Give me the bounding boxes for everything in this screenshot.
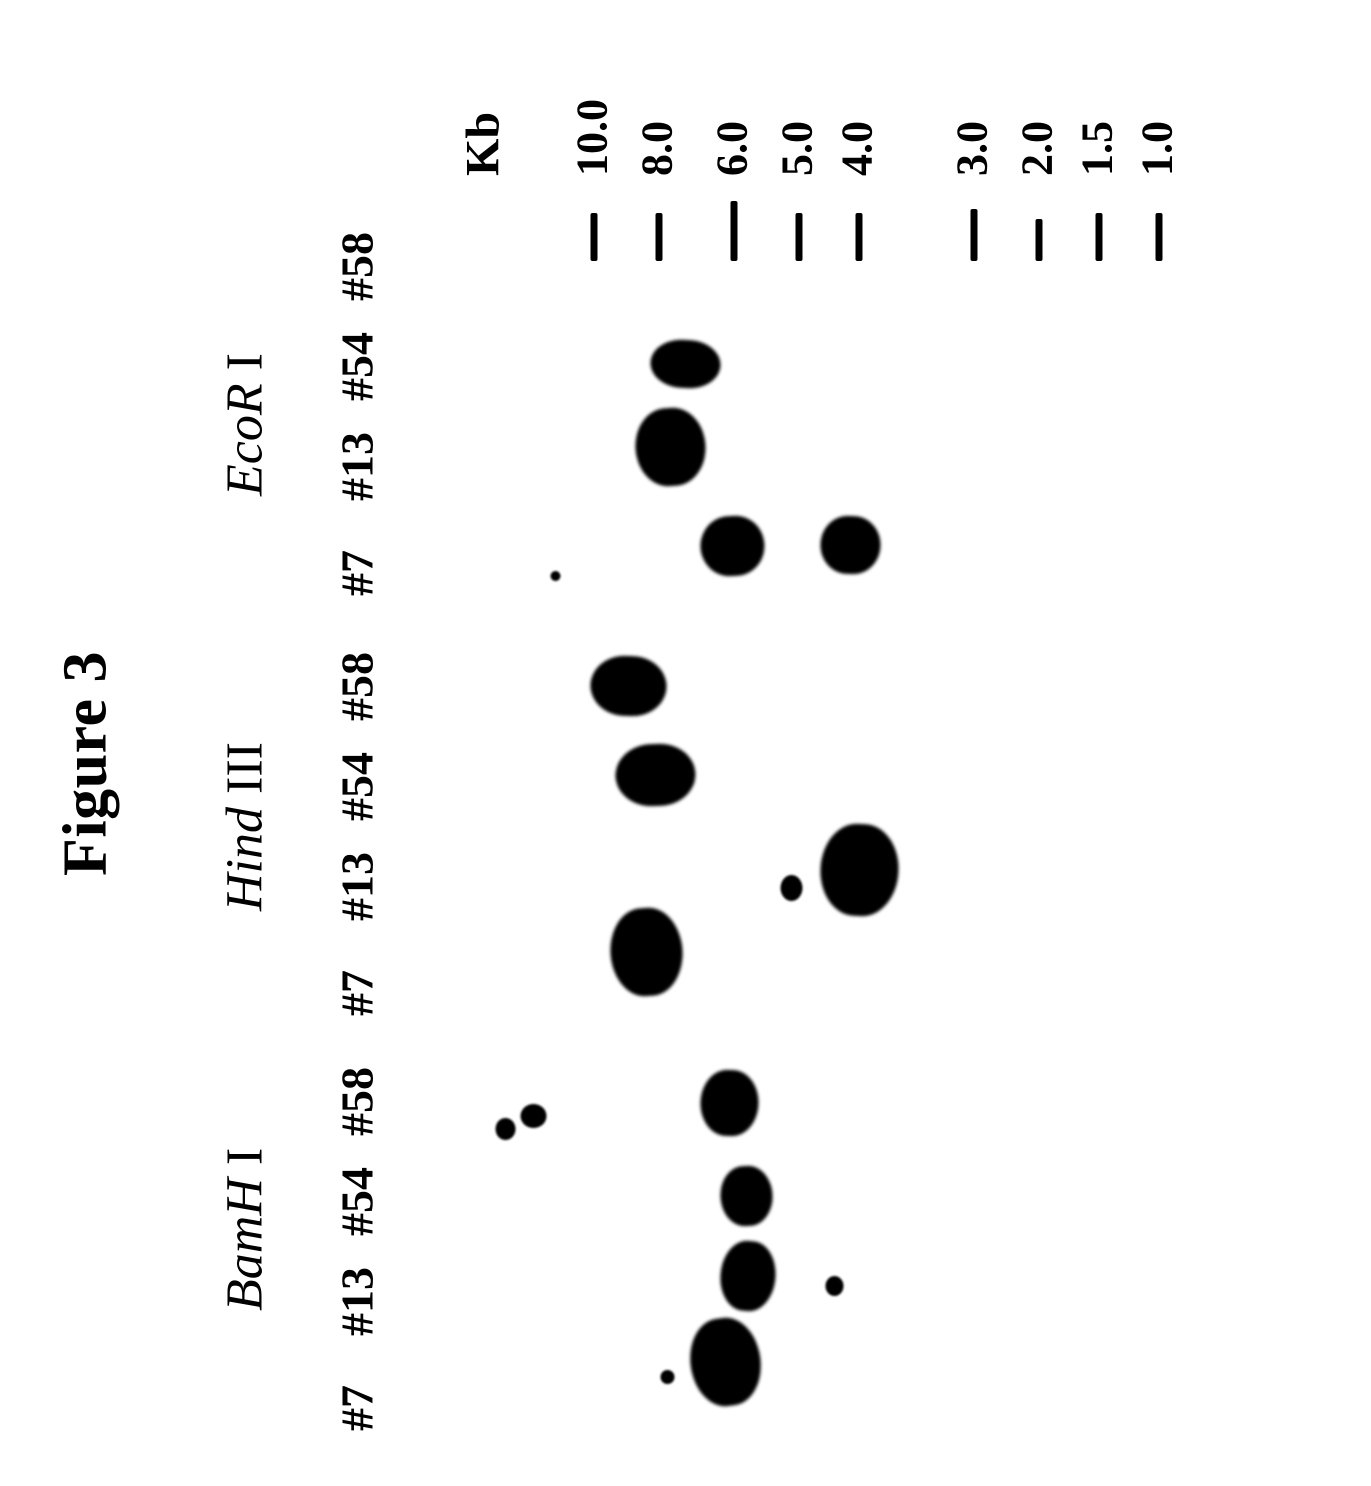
gel-band	[632, 406, 707, 489]
lane-label: #58	[330, 232, 383, 301]
gel-band	[717, 1239, 778, 1314]
gel-band	[589, 655, 667, 718]
gel-band	[649, 338, 721, 390]
enzyme-roman: I	[216, 1148, 273, 1165]
gel-band	[819, 515, 881, 575]
ladder-tick	[730, 201, 737, 261]
lane-label: #7	[330, 550, 383, 596]
ladder-tick	[1155, 213, 1162, 261]
gel-speck	[520, 1104, 546, 1128]
gel-band	[699, 1069, 759, 1137]
lane-label: #54	[330, 332, 383, 401]
ladder-tick	[655, 213, 662, 261]
enzyme-roman: I	[216, 353, 273, 370]
gel-band	[684, 1314, 766, 1411]
lane-label: #58	[330, 652, 383, 721]
enzyme-roman: III	[216, 742, 273, 794]
lane-label: #54	[330, 752, 383, 821]
ladder-tick	[590, 213, 597, 261]
lane-label: #7	[330, 1385, 383, 1431]
ladder-label: 10.0	[566, 99, 617, 176]
ladder-tick	[1095, 213, 1102, 261]
ladder-tick	[795, 213, 802, 261]
ladder-label: 2.0	[1011, 121, 1062, 176]
ladder-label: 4.0	[831, 121, 882, 176]
kb-header: Kb	[455, 112, 510, 176]
lane-label: #58	[330, 1067, 383, 1136]
lane-label: #13	[330, 1267, 383, 1336]
ladder-tick	[970, 209, 977, 261]
gel-band	[718, 1165, 773, 1228]
gel-band	[607, 906, 685, 999]
enzyme-italic: EcoR	[216, 383, 273, 496]
lane-label: #54	[330, 1167, 383, 1236]
gel-band	[614, 743, 696, 808]
gel-speck	[780, 875, 802, 901]
lane-label: #13	[330, 432, 383, 501]
ladder-label: 3.0	[946, 121, 997, 176]
enzyme-header-ecori: EcoR I	[215, 353, 274, 496]
enzyme-italic: Hind	[216, 807, 273, 911]
ladder-tick	[1035, 219, 1042, 261]
gel-speck	[825, 1276, 843, 1296]
enzyme-header-hindiii: Hind III	[215, 742, 274, 911]
figure-title: Figure 3	[50, 651, 121, 876]
enzyme-header-bamhi: BamH I	[215, 1148, 274, 1311]
ladder-label: 1.5	[1071, 121, 1122, 176]
gel-band	[698, 514, 765, 577]
lane-label: #7	[330, 970, 383, 1016]
ladder-label: 1.0	[1131, 121, 1182, 176]
figure-canvas: Figure 3 BamH I Hind III EcoR I #7 #13 #54…	[0, 0, 1371, 1486]
enzyme-italic: BamH	[216, 1178, 273, 1311]
ladder-label: 6.0	[706, 121, 757, 176]
ladder-tick	[855, 213, 862, 261]
gel-speck	[495, 1118, 515, 1140]
gel-speck	[550, 571, 560, 581]
gel-band	[818, 822, 901, 918]
gel-speck	[660, 1370, 674, 1384]
ladder-label: 5.0	[771, 121, 822, 176]
ladder-label: 8.0	[631, 121, 682, 176]
lane-label: #13	[330, 852, 383, 921]
